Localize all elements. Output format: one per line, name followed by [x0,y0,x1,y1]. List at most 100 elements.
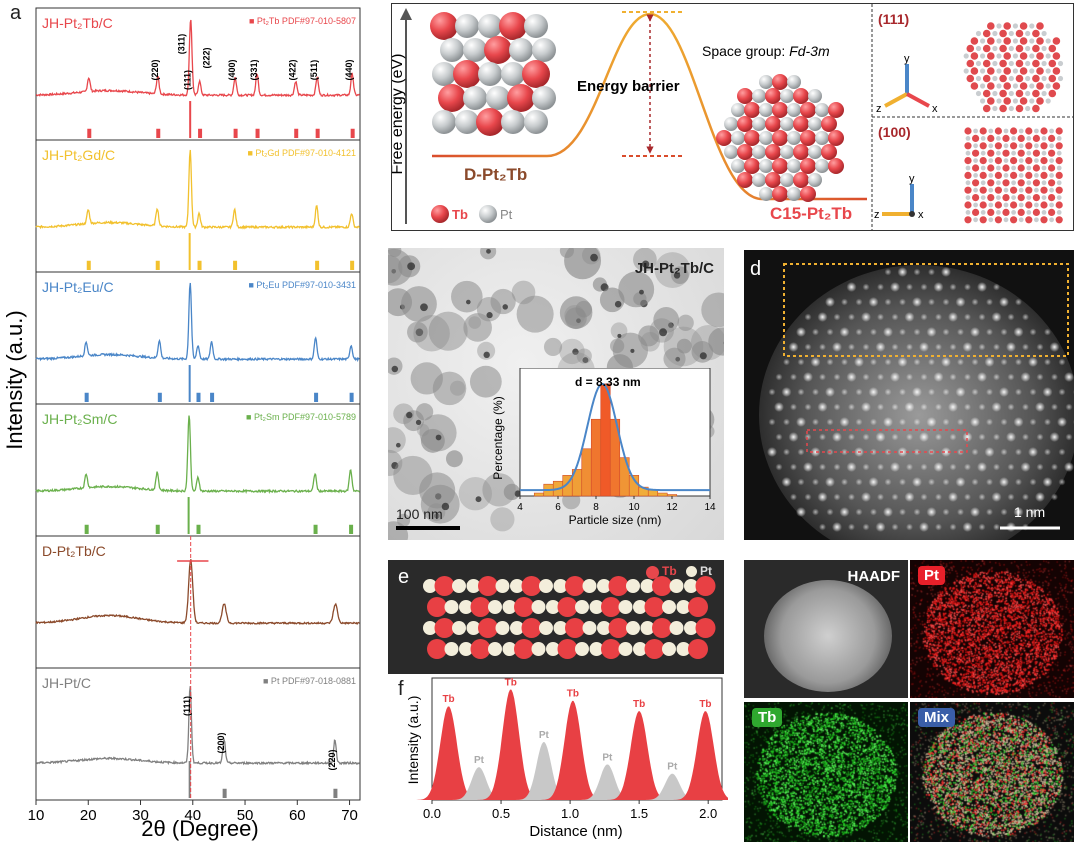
atom-column [817,312,828,322]
carbon-support [393,403,415,425]
tb-atom [1017,179,1025,187]
xrd-ref-stick [155,260,160,270]
pt-atom [787,103,801,117]
atom-column [1073,419,1074,425]
tb-atom [1052,52,1061,60]
pt-atom [759,103,773,117]
xrd-ref-label-0: ■ Pt₂Tb PDF#97-010-5807 [249,16,356,26]
pt-atom [996,68,1002,74]
atom-column [775,433,783,441]
tb-atom [1010,216,1018,224]
atom-column [810,447,821,457]
tb-atom [565,576,585,596]
atom-column [1015,478,1022,486]
atom-column [1006,432,1016,442]
pt-atom [780,89,794,103]
xrd-ref-stick [188,365,191,402]
pt-atom [524,14,548,38]
pt-atom [510,621,524,635]
tb-atom [999,89,1007,98]
atom-column [991,312,1002,322]
atom-column [826,328,834,336]
atom-column [883,507,893,517]
profile-tick-label: 1.5 [630,806,648,821]
tb-atom [994,171,1003,179]
view-111-label: (111) [878,11,909,27]
atom-column [957,358,964,366]
atom-column [890,372,900,382]
tb-atom [994,186,1003,194]
carbon-support [413,315,450,352]
hist-bar [590,418,602,497]
profile-peak-tb [475,689,546,800]
pt-atom [759,131,773,145]
pt-atom [589,600,604,614]
atom-column [797,478,805,486]
pt-atom [731,159,745,173]
pt-atom [780,173,794,187]
atom-column [891,523,899,531]
atom-column [832,522,842,532]
pt-atom [669,621,684,635]
pt-atom [780,117,794,131]
atom-column [883,327,893,337]
atom-column [971,358,979,366]
pt-atom [1011,165,1016,171]
pt-atom [980,180,986,186]
atom-column [848,493,855,501]
atom-column [833,403,841,411]
atom-column [891,403,899,411]
atom-column [890,282,900,292]
tb-atom [994,216,1003,224]
xrd-tick-label: 30 [132,807,149,824]
tb-atom [1015,29,1024,38]
pt-atom [1041,60,1047,67]
atom-column [904,492,915,502]
tb-atom [1002,149,1010,157]
atom-column [862,433,870,441]
pt-atom [980,53,986,59]
pt-atom [423,579,437,593]
tb-atom [1025,186,1033,194]
pt-atom [1034,173,1039,178]
tb-atom [793,88,809,104]
atom-column [899,418,906,426]
tb-atom [1010,157,1018,165]
tb-atom [1025,201,1033,209]
atom-column [877,373,884,381]
atom-column [1013,507,1024,517]
tb-atom [737,172,753,188]
tb-atom [688,597,708,617]
xrd-sample-label-5: JH-Pt/C [42,675,91,691]
pt-atom [1008,75,1014,82]
tb-atom [1025,157,1033,165]
pt-atom [752,145,766,159]
carbon-support [451,280,483,313]
atom-column [928,298,935,306]
atom-column [810,357,821,367]
tb-atom [1048,208,1056,216]
tb-atom [972,194,980,202]
tb-atom [987,134,995,142]
atom-column [984,447,995,457]
energy-y-axis-label: Free energy (eV) [392,54,406,175]
atom-column [1013,327,1024,337]
pt-atom [502,600,517,614]
xrd-ref-stick [155,524,160,534]
atom-column [861,312,871,322]
profile-peak-tb [413,706,484,800]
tb-atom [1036,52,1044,60]
pt-atom [618,600,633,614]
profile-peak-label: Pt [539,730,550,741]
atom-column [971,298,979,306]
atom-column [993,523,1000,531]
atom-column [1022,313,1029,321]
pt-atom [1045,98,1051,104]
atom-column [891,493,899,501]
pt-atom [478,14,502,38]
pt-atom [780,145,794,159]
xrd-ref-stick [313,524,318,534]
tb-atom [972,134,980,142]
pt-atom [1041,45,1047,52]
pt-atom [973,217,978,223]
